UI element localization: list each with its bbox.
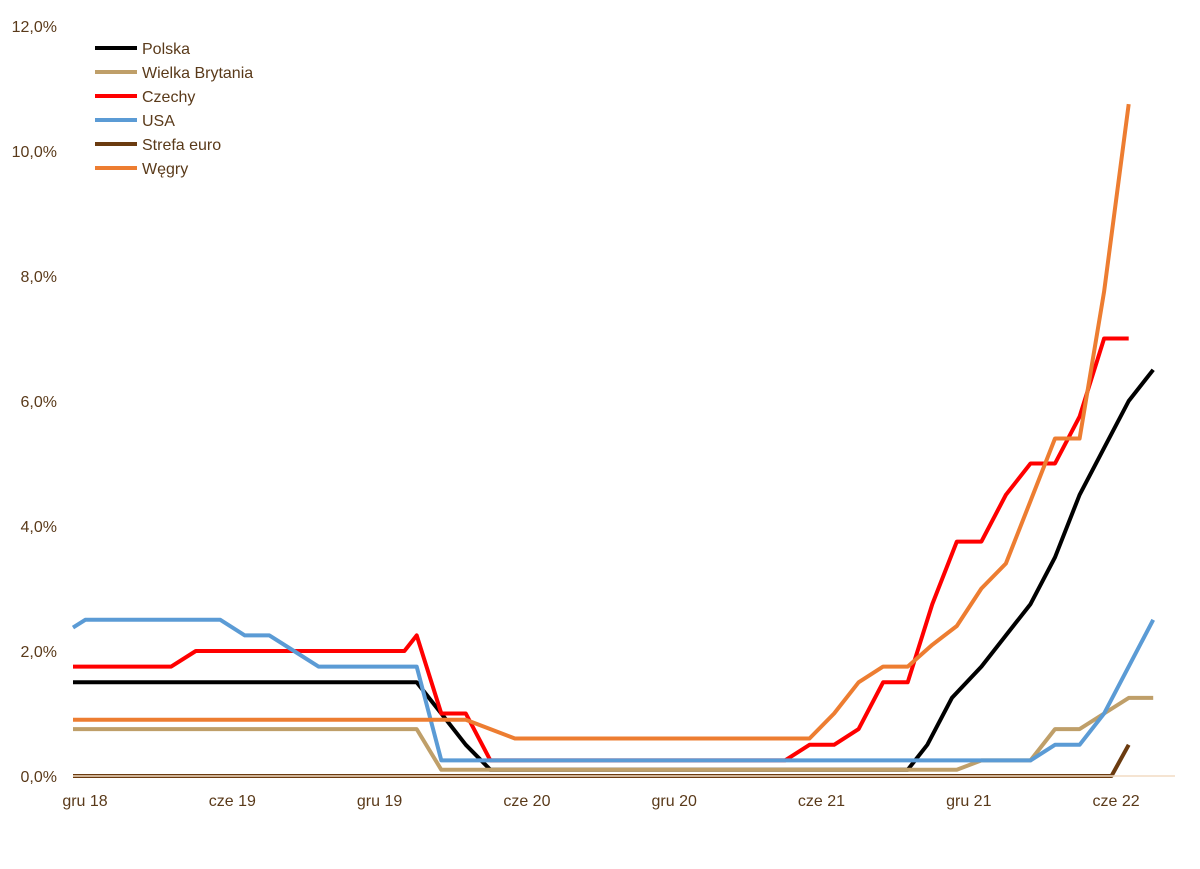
x-tick-label: cze 21 — [798, 793, 845, 810]
x-tick-label: gru 18 — [62, 793, 107, 810]
y-tick-label: 2,0% — [21, 644, 57, 661]
legend-label: Strefa euro — [142, 137, 221, 154]
x-tick-label: gru 21 — [946, 793, 991, 810]
legend-label: USA — [142, 113, 175, 130]
x-tick-label: gru 19 — [357, 793, 402, 810]
x-tick-label: cze 22 — [1093, 793, 1140, 810]
series-line-3 — [73, 336, 1129, 763]
y-tick-label: 8,0% — [21, 269, 57, 286]
x-tick-label: cze 20 — [503, 793, 550, 810]
y-tick-label: 4,0% — [21, 519, 57, 536]
legend-label: Węgry — [142, 161, 188, 178]
y-tick-label: 6,0% — [21, 394, 57, 411]
x-tick-label: gru 20 — [652, 793, 697, 810]
legend-label: Polska — [142, 41, 190, 58]
y-tick-label: 12,0% — [12, 19, 57, 36]
y-axis-ticks: 0,0% 2,0% 4,0% 6,0% 8,0% 10,0% 12,0% — [12, 19, 57, 786]
series-line-6 — [73, 103, 1131, 741]
series-line-1 — [73, 368, 1155, 772]
y-tick-label: 0,0% — [21, 769, 57, 786]
y-tick-label: 10,0% — [12, 144, 57, 161]
legend-label: Wielka Brytania — [142, 65, 253, 82]
plot-series — [71, 103, 1155, 778]
x-axis-ticks: gru 18 cze 19 gru 19 cze 20 gru 20 cze 21 gru … — [62, 793, 1139, 810]
x-tick-label: cze 19 — [209, 793, 256, 810]
legend: Polska Wielka Brytania Czechy USA Strefa eur… — [95, 41, 253, 178]
series-line-4 — [71, 617, 1155, 763]
legend-label: Czechy — [142, 89, 195, 106]
